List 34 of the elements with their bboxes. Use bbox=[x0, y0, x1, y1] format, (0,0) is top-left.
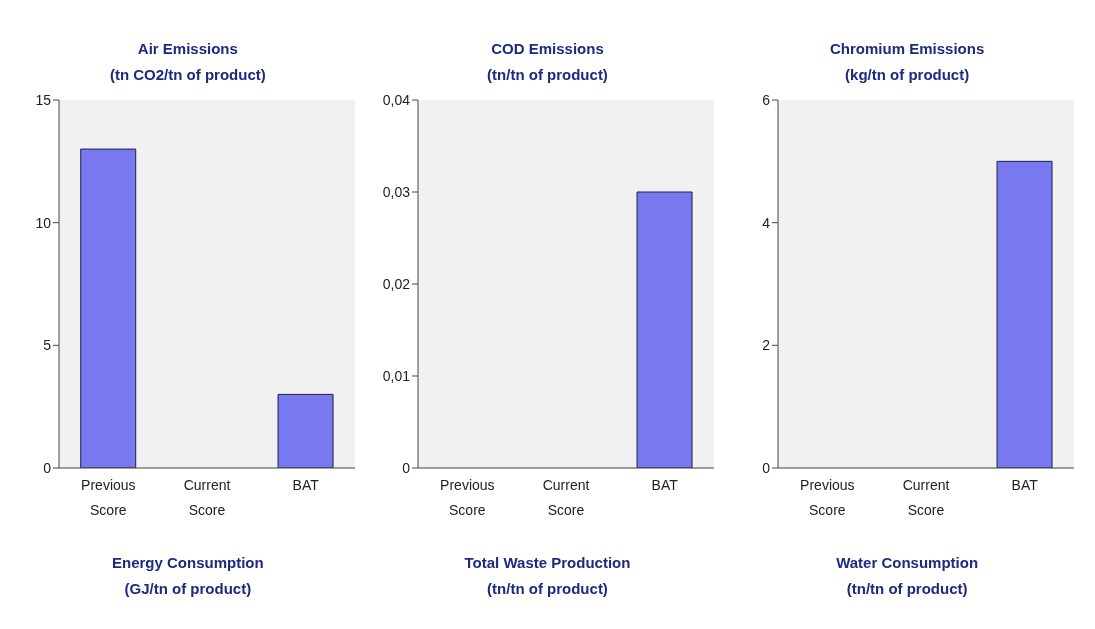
x-tick-label: BAT bbox=[292, 477, 320, 493]
text: (tn/tn of product) bbox=[486, 579, 609, 599]
y-tick-label: 10 bbox=[35, 214, 52, 231]
y-tick-label: 4 bbox=[762, 214, 771, 231]
y-tick-label: 0,04 bbox=[383, 91, 411, 108]
chart-subtitle: (kg/tn of product) bbox=[844, 65, 971, 85]
x-tick-label: Current Score bbox=[902, 477, 950, 518]
y-tick-label: 15 bbox=[35, 91, 52, 108]
x-tick-label: BAT bbox=[652, 477, 679, 493]
text: Water Consumption bbox=[836, 553, 979, 573]
x-tick-label: Current Score bbox=[183, 477, 231, 518]
y-tick-label: 0,03 bbox=[383, 183, 411, 200]
text: Energy Consumption bbox=[111, 553, 264, 573]
chart-title: Air Emissions bbox=[136, 39, 239, 59]
text: Total Waste Production bbox=[464, 553, 631, 573]
y-tick-label: 6 bbox=[762, 91, 771, 108]
y-tick-label: 0 bbox=[762, 459, 771, 476]
chart-subtitle: (tn/tn of product) bbox=[487, 65, 608, 85]
y-tick-label: 0 bbox=[402, 459, 411, 476]
y-tick-label: 5 bbox=[43, 337, 52, 354]
chart-title: COD Emissions bbox=[490, 39, 605, 59]
x-tick-label: Previous Score bbox=[440, 477, 496, 518]
text: (tn/tn of product) bbox=[845, 579, 969, 599]
x-tick-label: Current Score bbox=[543, 477, 590, 518]
x-tick-label: Previous Score bbox=[800, 477, 855, 518]
y-tick-label: 0,01 bbox=[383, 367, 411, 384]
text: (GJ/tn of product) bbox=[123, 579, 253, 599]
chart-title: Chromium Emissions bbox=[830, 39, 985, 59]
y-tick-label: 2 bbox=[762, 337, 771, 354]
chart-subtitle: (tn CO2/tn of product) bbox=[109, 65, 266, 85]
x-tick-label: Previous Score bbox=[80, 477, 136, 518]
y-tick-label: 0 bbox=[43, 459, 52, 476]
y-tick-label: 0,02 bbox=[383, 275, 411, 292]
x-tick-label: BAT bbox=[1011, 477, 1039, 493]
